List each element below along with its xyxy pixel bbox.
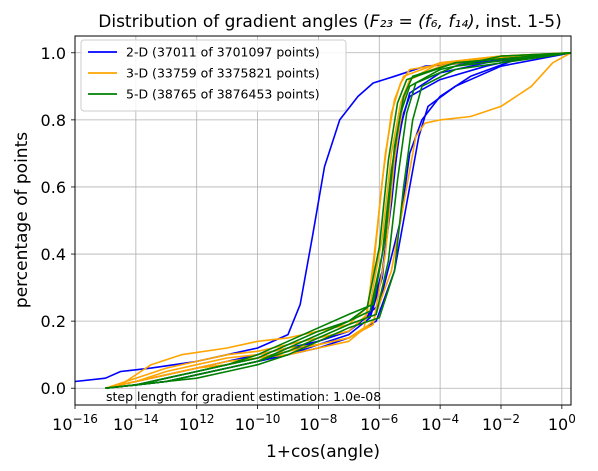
x-tick-label: 10−8 xyxy=(299,412,337,434)
x-tick-exponent: −8 xyxy=(320,412,338,426)
x-tick-label: 10−6 xyxy=(360,412,398,434)
y-tick-label: 0.2 xyxy=(41,312,66,331)
series-1-instance-1-line xyxy=(74,52,572,383)
x-tick-exponent: −4 xyxy=(441,412,459,426)
series-2-instance-5-line xyxy=(105,52,572,389)
x-tick-exponent: −10 xyxy=(255,412,280,426)
plot-frame xyxy=(74,35,572,406)
y-tick-label: 0.8 xyxy=(41,111,66,130)
series-3 xyxy=(105,52,572,389)
x-tick-label: 10−16 xyxy=(52,412,98,434)
x-tick-exponent: 0 xyxy=(568,412,576,426)
legend-entry-2: 3-D (33759 of 3375821 points) xyxy=(126,66,320,81)
y-axis-label: percentage of points xyxy=(12,132,32,308)
x-tick-label: 10−4 xyxy=(421,412,459,434)
chart-title: Distribution of gradient angles (F₂₃ = (… xyxy=(98,12,561,32)
y-tick-label: 0.6 xyxy=(41,178,66,197)
x-tick-base: 10 xyxy=(299,415,319,434)
series-3-instance-4-line xyxy=(105,52,572,389)
legend-entry-1: 2-D (37011 of 3701097 points) xyxy=(126,45,320,60)
series-3-instance-2-line xyxy=(105,52,572,389)
x-tick-exponent: −2 xyxy=(502,412,520,426)
x-tick-base: 10 xyxy=(421,415,441,434)
legend: 2-D (37011 of 3701097 points) 3-D (33759 … xyxy=(80,39,347,112)
x-tick-base: 10 xyxy=(235,415,255,434)
y-tick-label: 1.0 xyxy=(41,44,66,63)
x-tick-label: 10−14 xyxy=(113,412,159,434)
x-tick-exponent: 12 xyxy=(199,412,214,426)
title-prefix: Distribution of gradient angles ( xyxy=(98,12,369,32)
grid-lines xyxy=(74,36,571,405)
step-length-note: step length for gradient estimation: 1.0… xyxy=(106,389,381,404)
x-tick-base: 10 xyxy=(548,415,568,434)
y-tick-label: 0.0 xyxy=(41,379,66,398)
x-axis: 10−16 10−14 1012 10−10 10−8 10−6 10−4 10−2 100 xyxy=(52,405,576,434)
series-2-instance-3-line xyxy=(105,52,572,389)
x-axis-label: 1+cos(angle) xyxy=(266,442,380,462)
title-suffix: , inst. 1-5) xyxy=(475,12,562,32)
series-2 xyxy=(105,52,572,389)
series-layer xyxy=(74,52,572,389)
x-tick-label: 10−2 xyxy=(482,412,520,434)
x-tick-exponent: −6 xyxy=(381,412,399,426)
x-tick-base: 10 xyxy=(360,415,380,434)
legend-box xyxy=(80,39,347,112)
x-tick-label: 100 xyxy=(548,412,576,434)
x-tick-label: 1012 xyxy=(179,412,215,434)
x-tick-label: 10−10 xyxy=(235,412,281,434)
x-tick-base: 10 xyxy=(482,415,502,434)
legend-entry-3: 5-D (38765 of 3876453 points) xyxy=(126,87,320,102)
series-3-instance-5-line xyxy=(105,52,572,389)
x-tick-exponent: −14 xyxy=(133,412,158,426)
x-tick-base: 10 xyxy=(179,415,199,434)
x-tick-base: 10 xyxy=(113,415,133,434)
y-axis: 0.0 0.2 0.4 0.6 0.8 1.0 xyxy=(41,44,75,398)
title-math: F₂₃ = (f₆, f₁₄) xyxy=(370,12,475,32)
y-tick-label: 0.4 xyxy=(41,245,66,264)
x-tick-base: 10 xyxy=(52,415,72,434)
x-tick-exponent: −16 xyxy=(73,412,98,426)
